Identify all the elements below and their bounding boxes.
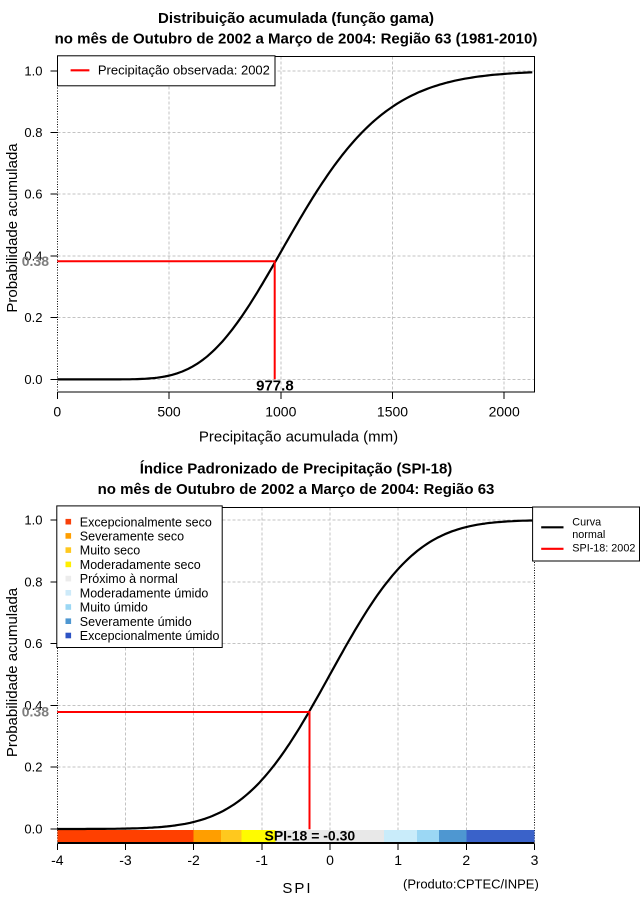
svg-text:0.4: 0.4 bbox=[24, 698, 42, 713]
svg-text:Muito úmido: Muito úmido bbox=[80, 601, 148, 615]
svg-text:-1: -1 bbox=[256, 852, 269, 868]
svg-text:SPI-18: 2002: SPI-18: 2002 bbox=[572, 543, 635, 555]
svg-text:Probabilidade acumulada: Probabilidade acumulada bbox=[4, 587, 21, 757]
svg-text:0: 0 bbox=[326, 852, 334, 868]
svg-text:1.0: 1.0 bbox=[24, 513, 42, 528]
svg-text:Moderadamente úmido: Moderadamente úmido bbox=[80, 586, 209, 600]
svg-text:(Produto:CPTEC/INPE): (Produto:CPTEC/INPE) bbox=[403, 877, 539, 892]
svg-text:Próximo à normal: Próximo à normal bbox=[80, 572, 178, 586]
svg-text:Precipitação acumulada (mm): Precipitação acumulada (mm) bbox=[199, 429, 398, 446]
svg-text:no mês de Outubro de 2002 a Ma: no mês de Outubro de 2002 a Março de 200… bbox=[55, 30, 538, 47]
svg-text:-4: -4 bbox=[51, 852, 64, 868]
svg-text:Índice Padronizado de Precipit: Índice Padronizado de Precipitação (SPI-… bbox=[140, 461, 453, 478]
svg-text:Severamente seco: Severamente seco bbox=[80, 530, 184, 544]
svg-text:Curva: Curva bbox=[572, 517, 601, 529]
svg-text:Distribuição acumulada (função: Distribuição acumulada (função gama) bbox=[158, 10, 434, 27]
svg-text:0.4: 0.4 bbox=[24, 249, 42, 264]
svg-text:Muito seco: Muito seco bbox=[80, 544, 140, 558]
svg-text:500: 500 bbox=[157, 404, 181, 420]
svg-text:no mês de Outubro de 2002 a Ma: no mês de Outubro de 2002 a Março de 200… bbox=[98, 481, 495, 498]
svg-text:Precipitação observada: 2002: Precipitação observada: 2002 bbox=[98, 63, 270, 78]
svg-text:0.38: 0.38 bbox=[22, 704, 49, 720]
svg-text:Severamente úmido: Severamente úmido bbox=[80, 615, 192, 629]
svg-text:0.2: 0.2 bbox=[24, 760, 42, 775]
svg-text:0.8: 0.8 bbox=[24, 574, 42, 589]
svg-text:1000: 1000 bbox=[265, 404, 296, 420]
svg-text:normal: normal bbox=[572, 529, 605, 541]
svg-text:2: 2 bbox=[462, 852, 470, 868]
svg-text:0.6: 0.6 bbox=[24, 187, 42, 202]
svg-text:3: 3 bbox=[531, 852, 539, 868]
svg-text:1500: 1500 bbox=[377, 404, 408, 420]
svg-text:SPI-18 = -0.30: SPI-18 = -0.30 bbox=[265, 828, 356, 844]
svg-text:0.8: 0.8 bbox=[24, 125, 42, 140]
svg-text:0.38: 0.38 bbox=[22, 253, 49, 269]
svg-text:1.0: 1.0 bbox=[24, 63, 42, 78]
svg-text:977.8: 977.8 bbox=[256, 377, 294, 394]
svg-text:-3: -3 bbox=[119, 852, 132, 868]
svg-text:0.0: 0.0 bbox=[24, 372, 42, 387]
svg-text:Moderadamente seco: Moderadamente seco bbox=[80, 558, 201, 572]
svg-text:Excepcionalmente úmido: Excepcionalmente úmido bbox=[80, 629, 220, 643]
svg-text:0.0: 0.0 bbox=[24, 822, 42, 837]
svg-text:2000: 2000 bbox=[489, 404, 520, 420]
svg-text:0.2: 0.2 bbox=[24, 310, 42, 325]
svg-text:Excepcionalmente seco: Excepcionalmente seco bbox=[80, 515, 212, 529]
svg-text:SPI: SPI bbox=[282, 880, 312, 897]
svg-text:0: 0 bbox=[53, 404, 61, 420]
svg-text:Probabilidade acumulada: Probabilidade acumulada bbox=[4, 143, 21, 313]
svg-text:0.6: 0.6 bbox=[24, 636, 42, 651]
svg-text:-2: -2 bbox=[187, 852, 200, 868]
svg-text:1: 1 bbox=[394, 852, 402, 868]
